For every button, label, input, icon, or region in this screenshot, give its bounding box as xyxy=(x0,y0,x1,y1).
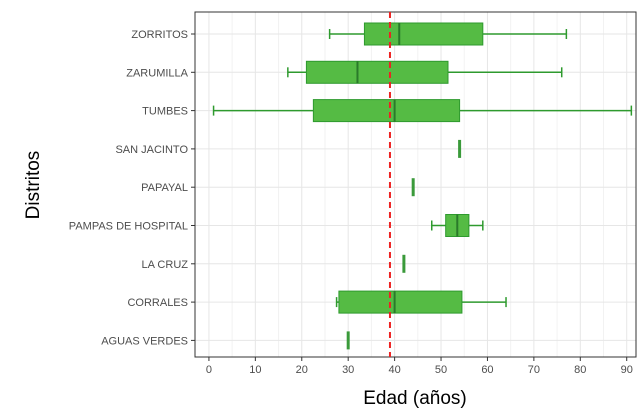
box-corrales xyxy=(335,290,507,314)
y-axis-title: Distritos xyxy=(23,151,44,220)
x-axis-ticks: 0 10 20 30 40 50 60 70 80 90 xyxy=(206,357,633,376)
box-series xyxy=(212,22,633,350)
y-tick-label: PAPAYAL xyxy=(141,182,188,194)
x-tick-label: 20 xyxy=(296,364,308,376)
y-tick-label: SAN JACINTO xyxy=(115,144,188,156)
box-zorritos xyxy=(328,22,568,46)
x-tick-label: 70 xyxy=(528,364,540,376)
x-tick-label: 60 xyxy=(481,364,493,376)
x-axis-title: Edad (años) xyxy=(363,388,467,409)
box-iqr xyxy=(312,99,461,123)
x-tick-label: 40 xyxy=(388,364,400,376)
x-tick-label: 0 xyxy=(206,364,212,376)
y-tick-label: ZORRITOS xyxy=(131,29,188,41)
y-tick-label: LA CRUZ xyxy=(142,259,189,271)
box-iqr xyxy=(305,60,449,84)
y-tick-label: AGUAS VERDES xyxy=(101,335,188,347)
box-pampas-de-hospital xyxy=(430,214,484,237)
x-tick-label: 30 xyxy=(342,364,354,376)
y-tick-label: ZARUMILLA xyxy=(126,67,188,79)
box-iqr xyxy=(363,22,484,46)
y-tick-label: CORRALES xyxy=(127,297,188,309)
y-tick-label: PAMPAS DE HOSPITAL xyxy=(69,221,188,233)
x-tick-label: 80 xyxy=(574,364,586,376)
plot-panel-border xyxy=(194,11,637,358)
x-tick-label: 50 xyxy=(435,364,447,376)
box-tumbes xyxy=(212,99,633,123)
y-tick-label: TUMBES xyxy=(142,106,188,118)
y-axis-ticks: ZORRITOS ZARUMILLA TUMBES SAN JACINTO PAPAYA… xyxy=(69,29,195,347)
box-zarumilla xyxy=(287,60,563,84)
x-tick-label: 90 xyxy=(621,364,633,376)
box-iqr xyxy=(338,290,463,314)
x-tick-label: 10 xyxy=(249,364,261,376)
